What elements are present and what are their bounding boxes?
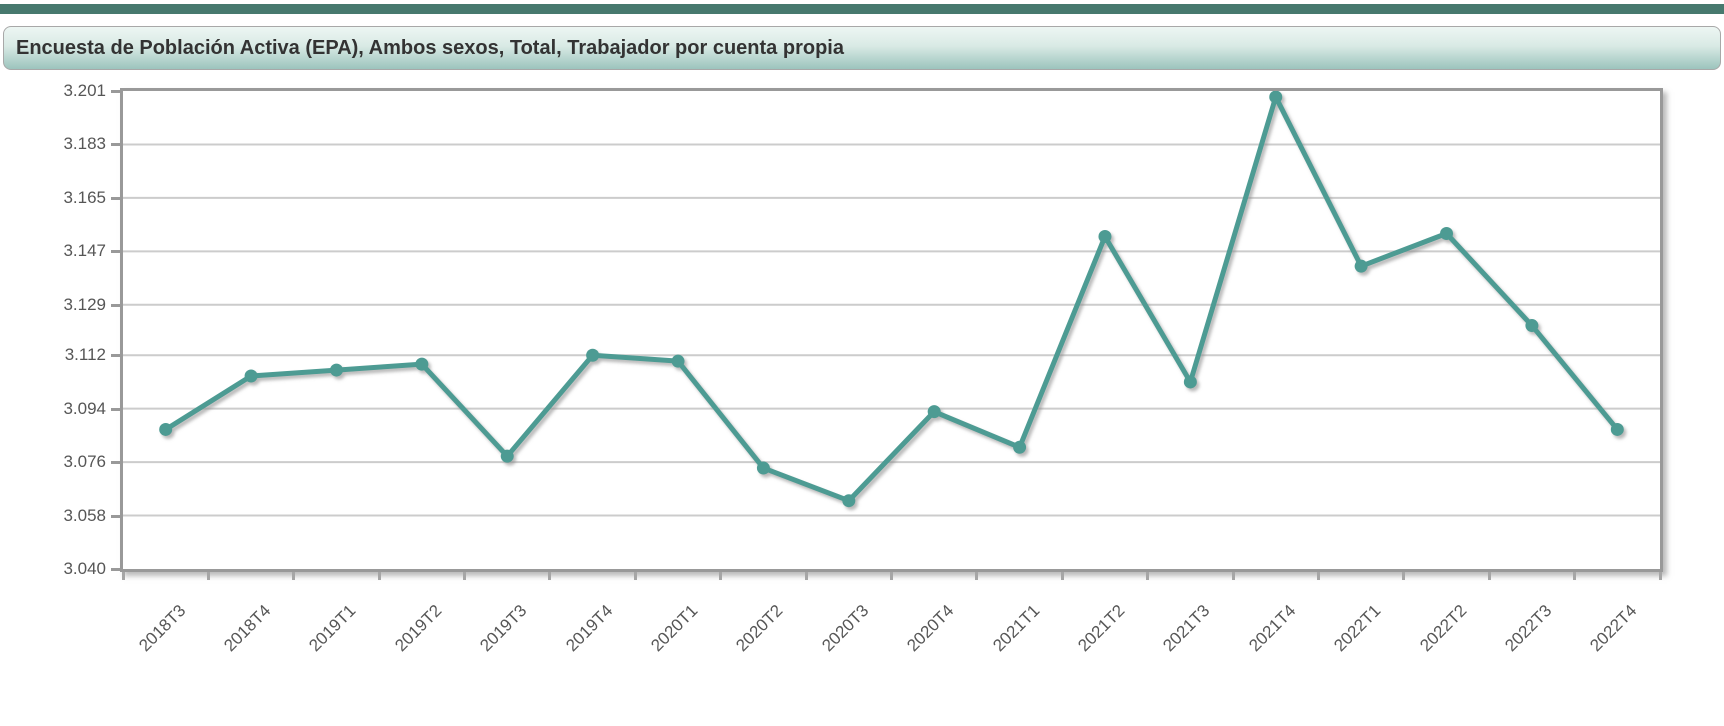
x-tick-mark — [1402, 572, 1406, 580]
x-tick-label: 2020T4 — [903, 601, 958, 656]
data-point-marker[interactable] — [500, 449, 514, 463]
x-tick-mark — [206, 572, 210, 580]
series-line — [163, 94, 1620, 504]
x-tick-label: 2021T1 — [988, 601, 1044, 656]
y-tick-mark — [111, 90, 121, 93]
line-chart-canvas — [123, 91, 1660, 517]
data-point-marker[interactable] — [1183, 375, 1197, 389]
data-point-marker[interactable] — [1098, 229, 1112, 243]
y-tick-mark — [111, 461, 121, 465]
y-tick-label: 3.076 — [63, 452, 106, 472]
y-tick-label: 3.094 — [63, 398, 106, 418]
y-tick-mark — [111, 407, 121, 411]
plot-area — [120, 88, 1663, 572]
data-point-marker[interactable] — [842, 494, 856, 508]
x-tick-label: 2019T3 — [476, 601, 531, 656]
x-tick-mark — [1231, 572, 1235, 580]
x-tick-label: 2022T3 — [1501, 601, 1556, 656]
x-tick-mark — [548, 572, 552, 580]
y-tick-label: 3.112 — [64, 345, 106, 365]
y-tick-mark — [111, 143, 121, 147]
y-tick-mark — [111, 303, 121, 307]
x-tick-label: 2021T3 — [1159, 601, 1214, 656]
x-tick-label: 2021T2 — [1074, 601, 1129, 656]
x-tick-label: 2020T3 — [818, 601, 873, 656]
x-tick-mark — [1316, 572, 1320, 580]
x-tick-label: 2021T4 — [1244, 601, 1300, 656]
chart-title-bar: Encuesta de Población Activa (EPA), Ambo… — [3, 26, 1721, 70]
x-tick-label: 2022T4 — [1586, 601, 1641, 656]
x-tick-mark — [804, 572, 808, 580]
x-tick-mark — [292, 572, 296, 580]
chart-title: Encuesta de Población Activa (EPA), Ambo… — [16, 37, 844, 59]
x-tick-label: 2019T4 — [561, 601, 617, 656]
data-point-marker[interactable] — [756, 461, 770, 475]
y-tick-label: 3.147 — [63, 241, 106, 261]
x-tick-label: 2020T2 — [732, 601, 787, 656]
data-point-marker[interactable] — [415, 357, 429, 371]
x-tick-label: 2018T3 — [134, 601, 190, 656]
data-point-marker[interactable] — [927, 405, 941, 419]
data-point-marker[interactable] — [586, 348, 600, 362]
y-tick-label: 3.183 — [63, 134, 106, 154]
x-tick-mark — [633, 572, 637, 580]
x-tick-mark — [463, 572, 467, 580]
data-point-marker[interactable] — [329, 363, 343, 377]
x-tick-mark — [1658, 572, 1662, 580]
y-tick-label: 3.165 — [63, 187, 106, 207]
data-point-marker[interactable] — [1354, 259, 1368, 273]
x-tick-mark — [975, 572, 979, 580]
y-tick-label: 3.129 — [63, 294, 106, 314]
data-point-marker[interactable] — [671, 354, 685, 368]
x-tick-label: 2022T1 — [1330, 601, 1385, 656]
y-tick-mark — [111, 568, 121, 571]
y-tick-mark — [111, 514, 121, 518]
x-tick-mark — [1573, 572, 1577, 580]
y-tick-label: 3.201 — [63, 81, 106, 100]
data-point-marker[interactable] — [1610, 422, 1624, 436]
data-point-marker[interactable] — [1013, 440, 1027, 454]
x-tick-mark — [1146, 572, 1150, 580]
y-tick-label: 3.058 — [63, 505, 106, 525]
x-tick-mark — [1060, 572, 1064, 580]
y-tick-label: 3.040 — [63, 559, 106, 578]
x-tick-mark — [121, 572, 125, 580]
x-tick-label: 2022T2 — [1415, 601, 1470, 656]
y-tick-mark — [111, 354, 121, 358]
x-tick-label: 2019T1 — [305, 601, 360, 656]
x-tick-mark — [377, 572, 381, 580]
data-series — [159, 91, 1624, 508]
top-accent-bar — [0, 4, 1724, 14]
x-tick-label: 2019T2 — [391, 601, 446, 656]
y-tick-mark — [111, 196, 121, 200]
data-point-marker[interactable] — [1525, 319, 1539, 333]
x-tick-mark — [890, 572, 893, 580]
x-tick-label: 2018T4 — [220, 601, 275, 656]
x-tick-mark — [1487, 572, 1491, 580]
data-point-marker[interactable] — [159, 422, 173, 436]
y-tick-mark — [111, 250, 121, 254]
x-tick-mark — [719, 572, 723, 580]
data-point-marker[interactable] — [244, 369, 258, 383]
data-point-marker[interactable] — [1440, 227, 1454, 241]
x-tick-label: 2020T1 — [647, 601, 702, 656]
data-point-marker[interactable] — [1269, 91, 1283, 104]
